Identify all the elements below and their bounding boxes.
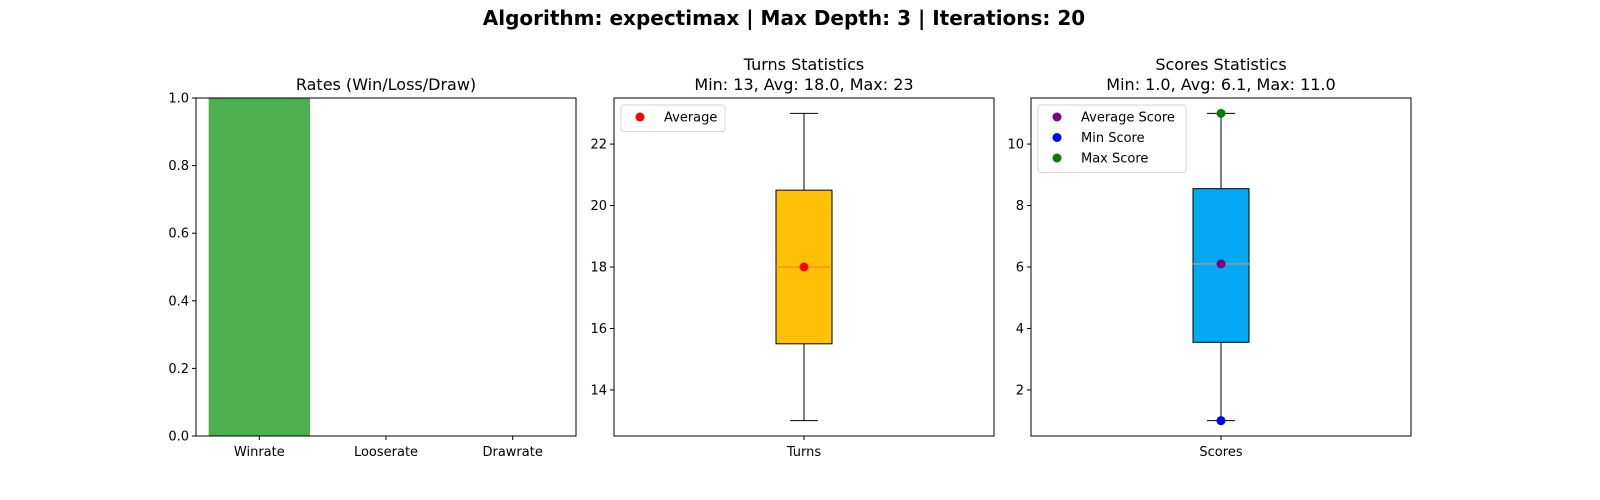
legend-marker [1052, 153, 1062, 163]
rates-x-ticks: Winrate Looserate Drawrate [234, 436, 543, 460]
scores-y-ticks: 2 4 6 8 10 [1007, 138, 1031, 398]
scores-axes-frame [1030, 97, 1412, 437]
legend-label: Average Score [1081, 111, 1175, 126]
legend-marker [1052, 133, 1062, 142]
x-tick-label: Winrate [234, 445, 285, 460]
x-tick-label: Drawrate [482, 445, 542, 460]
rates-y-ticks: 0.0 0.2 0.4 0.6 0.8 1.0 [168, 92, 196, 445]
y-tick-label: 0.8 [168, 159, 189, 174]
y-tick-label: 1.0 [168, 92, 189, 107]
y-tick-label: 0.2 [168, 362, 189, 377]
rates-title: Rates (Win/Loss/Draw) [296, 75, 476, 94]
bar [208, 98, 310, 436]
legend-box [1037, 104, 1187, 173]
y-tick-label: 14 [590, 383, 607, 398]
turns-boxplot [775, 112, 833, 422]
turns-title-line1: Turns Statistics [743, 55, 864, 74]
y-tick-label: 18 [590, 261, 607, 276]
y-tick-label: 0.4 [168, 294, 189, 309]
y-tick-label: 16 [590, 322, 607, 337]
point-average-score [1216, 259, 1226, 269]
y-tick-label: 8 [1016, 199, 1024, 214]
legend-marker [1052, 112, 1062, 122]
x-tick-label: Scores [1199, 445, 1242, 460]
y-tick-label: 0.6 [168, 227, 189, 242]
scores-title-line2: Min: 1.0, Avg: 6.1, Max: 11.0 [1106, 75, 1335, 94]
legend-label: Min Score [1081, 131, 1145, 146]
legend-label: Average [664, 111, 717, 126]
panel-turns: Turns Statistics Min: 13, Avg: 18.0, Max… [590, 55, 995, 460]
x-tick-label: Turns [786, 445, 822, 460]
rates-bars [208, 98, 310, 436]
legend-box [620, 104, 726, 132]
scores-legend: Average Score Min Score Max Score [1037, 104, 1187, 173]
y-tick-label: 10 [1007, 138, 1024, 153]
scores-points [1216, 108, 1226, 426]
y-tick-label: 2 [1016, 383, 1024, 398]
scores-title-line1: Scores Statistics [1155, 55, 1286, 74]
turns-legend: Average [620, 104, 726, 132]
x-tick-label: Looserate [354, 445, 418, 460]
legend-label: Max Score [1081, 152, 1148, 167]
y-tick-label: 4 [1016, 322, 1024, 337]
rates-axes-frame [195, 97, 577, 437]
y-tick-label: 20 [590, 199, 607, 214]
point-average [799, 262, 809, 272]
y-tick-label: 6 [1016, 261, 1024, 276]
turns-x-ticks: Turns [786, 436, 822, 460]
turns-points [799, 262, 809, 272]
scores-x-ticks: Scores [1199, 436, 1243, 460]
figure-suptitle: Algorithm: expectimax | Max Depth: 3 | I… [483, 6, 1085, 30]
point-max-score [1216, 108, 1226, 118]
panel-rates: Rates (Win/Loss/Draw) 0.0 0.2 0.4 0.6 0.8 1.0… [168, 75, 577, 460]
turns-y-ticks: 14 16 18 20 22 [590, 138, 614, 398]
y-tick-label: 22 [590, 138, 607, 153]
turns-axes-frame [613, 97, 995, 437]
legend-marker [635, 112, 645, 122]
panel-scores: Scores Statistics Min: 1.0, Avg: 6.1, Ma… [1007, 55, 1412, 460]
y-tick-label: 0.0 [168, 430, 189, 445]
point-min-score [1216, 416, 1226, 426]
turns-title-line2: Min: 13, Avg: 18.0, Max: 23 [694, 75, 913, 94]
